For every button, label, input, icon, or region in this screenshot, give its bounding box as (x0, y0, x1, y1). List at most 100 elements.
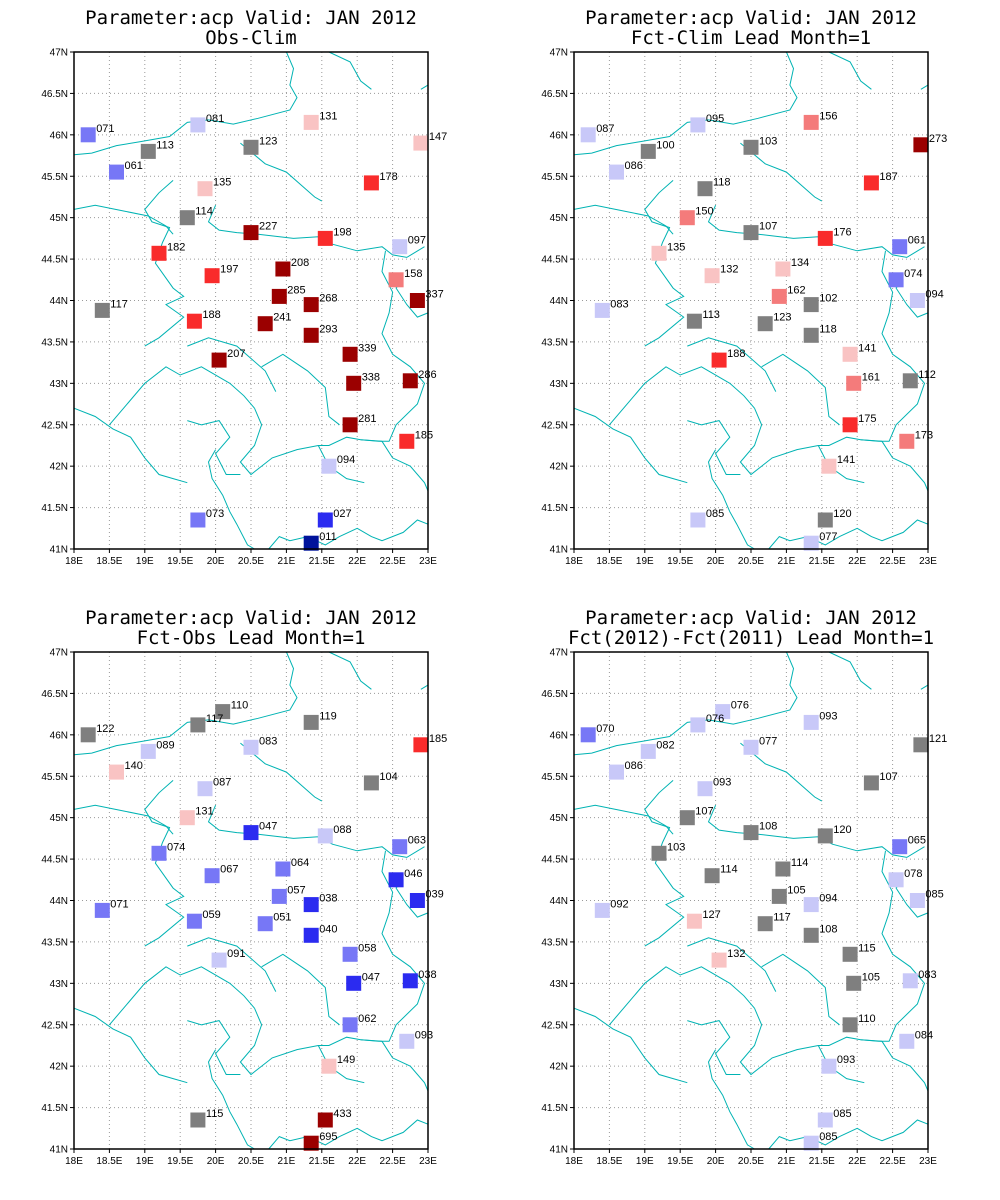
border-line (687, 337, 777, 392)
lon-tick-label: 19E (636, 556, 654, 567)
station-marker (140, 743, 156, 759)
station-marker (303, 714, 319, 730)
border-line (573, 1007, 688, 1084)
station-value-label: 188 (202, 309, 220, 321)
station-value-label: 027 (333, 508, 351, 520)
border-line (707, 805, 925, 858)
border-line (268, 519, 429, 550)
station-value-label: 104 (379, 771, 397, 783)
station-marker (140, 143, 156, 159)
station-value-label: 117 (773, 912, 791, 924)
station-marker (580, 727, 596, 743)
station-marker (711, 952, 727, 968)
station-value-label: 107 (759, 221, 777, 233)
station-value-label: 114 (791, 857, 809, 869)
station-value-label: 185 (415, 429, 433, 441)
station-marker (757, 316, 773, 332)
station-value-label: 149 (337, 1054, 355, 1066)
border-line (239, 408, 383, 476)
border-line (239, 1008, 383, 1076)
lon-tick-label: 20.5E (738, 1156, 764, 1167)
station-marker (817, 1112, 833, 1128)
border-line (573, 204, 674, 235)
station-marker (243, 739, 259, 755)
station-value-label: 038 (319, 893, 337, 905)
lat-tick-label: 41N (550, 1145, 568, 1156)
station-marker (179, 810, 195, 826)
station-marker (197, 781, 213, 797)
station-value-label: 176 (833, 226, 851, 238)
station-marker (609, 764, 624, 780)
station-marker (303, 927, 319, 943)
panel-title: Parameter:acp Valid: JAN 2012 (585, 607, 917, 629)
lat-tick-label: 45.5N (541, 772, 568, 783)
border-line (317, 445, 365, 484)
station-value-label: 115 (858, 942, 876, 954)
lat-tick-label: 46N (550, 730, 568, 741)
lon-tick-label: 20.5E (238, 1156, 264, 1167)
station-marker (899, 433, 915, 449)
station-marker (211, 952, 227, 968)
lon-tick-label: 21.5E (309, 556, 335, 567)
border-line (317, 1045, 365, 1084)
station-marker (303, 1135, 319, 1151)
station-marker (388, 272, 404, 288)
lat-tick-label: 44N (50, 896, 68, 907)
station-value-label: 110 (858, 1013, 876, 1025)
station-marker (899, 1033, 915, 1049)
lon-tick-label: 22.5E (380, 1156, 406, 1167)
station-value-label: 093 (415, 1029, 433, 1041)
station-value-label: 057 (287, 884, 305, 896)
lat-tick-label: 41.5N (541, 503, 568, 514)
station-value-label: 117 (110, 298, 128, 310)
station-value-label: 061 (908, 235, 926, 247)
station-marker (321, 1058, 337, 1074)
station-marker (186, 313, 202, 329)
station-marker (842, 417, 858, 433)
panel-title: Parameter:acp Valid: JAN 2012 (85, 607, 417, 629)
border-line (207, 1049, 255, 1150)
lon-tick-label: 21.5E (809, 1156, 835, 1167)
station-value-label: 047 (259, 821, 277, 833)
station-marker (317, 1112, 333, 1128)
station-value-label: 076 (706, 713, 724, 725)
station-value-label: 087 (596, 123, 614, 135)
station-value-label: 094 (925, 289, 943, 301)
station-value-label: 268 (319, 293, 337, 305)
station-marker (399, 1033, 415, 1049)
lon-tick-label: 22.5E (880, 556, 906, 567)
lon-tick-label: 22E (348, 1156, 366, 1167)
station-marker (580, 127, 596, 143)
station-marker (204, 868, 220, 884)
station-value-label: 061 (125, 160, 143, 172)
lat-tick-label: 46N (550, 130, 568, 141)
border-line (381, 1041, 429, 1092)
station-value-label: 082 (656, 739, 674, 751)
lon-tick-label: 21.5E (309, 1156, 335, 1167)
station-marker (821, 1058, 837, 1074)
border-line (73, 51, 298, 156)
station-value-label: 076 (731, 700, 749, 712)
border-line (328, 651, 372, 690)
station-value-label: 175 (858, 413, 876, 425)
station-marker (594, 302, 610, 318)
station-marker (846, 975, 862, 991)
station-marker (179, 210, 195, 226)
border-line (360, 850, 426, 1042)
station-value-label: 064 (291, 857, 309, 869)
border-line (144, 180, 185, 347)
lon-tick-label: 21E (778, 556, 796, 567)
station-marker (190, 1112, 206, 1128)
station-marker (594, 902, 610, 918)
station-marker (363, 775, 379, 791)
station-marker (863, 775, 879, 791)
border-line (739, 1008, 883, 1076)
station-value-label: 187 (879, 171, 897, 183)
station-marker (257, 916, 273, 932)
station-value-label: 088 (333, 824, 351, 836)
border-line (609, 966, 755, 1026)
station-marker (697, 181, 713, 197)
station-value-label: 011 (319, 531, 337, 543)
station-value-label: 112 (918, 369, 936, 381)
station-marker (399, 433, 415, 449)
